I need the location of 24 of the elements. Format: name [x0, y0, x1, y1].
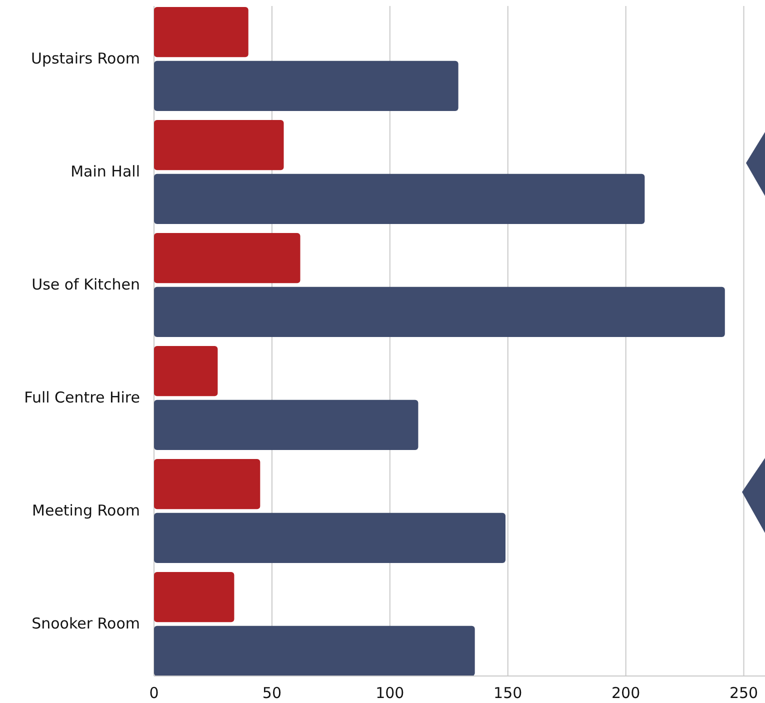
bar	[154, 346, 218, 396]
bar	[154, 60, 458, 111]
x-tick-label: 0	[149, 684, 159, 702]
y-tick-label: Use of Kitchen	[32, 276, 140, 294]
x-tick-label: 150	[494, 684, 522, 702]
bar	[154, 459, 260, 510]
y-tick-label: Upstairs Room	[30, 50, 140, 68]
bar	[154, 286, 725, 337]
y-tick-label: Meeting Room	[32, 502, 140, 520]
y-tick-label: Full Centre Hire	[24, 388, 140, 407]
x-tick-label: 100	[376, 684, 404, 702]
bar	[154, 174, 645, 224]
y-tick-label: Main Hall	[70, 162, 140, 181]
x-tick-label: 50	[262, 684, 282, 702]
x-tick-label: 250	[729, 684, 758, 702]
bar	[154, 120, 284, 170]
y-tick-label: Snooker Room	[32, 614, 140, 633]
bar	[154, 400, 418, 450]
bar	[154, 626, 475, 676]
bar	[154, 572, 234, 622]
x-tick-label: 200	[611, 684, 640, 702]
bar	[154, 512, 506, 563]
bar	[154, 233, 300, 284]
bar	[154, 7, 248, 58]
